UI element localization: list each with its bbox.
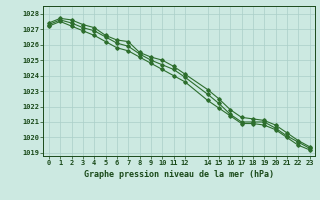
X-axis label: Graphe pression niveau de la mer (hPa): Graphe pression niveau de la mer (hPa) xyxy=(84,170,274,179)
